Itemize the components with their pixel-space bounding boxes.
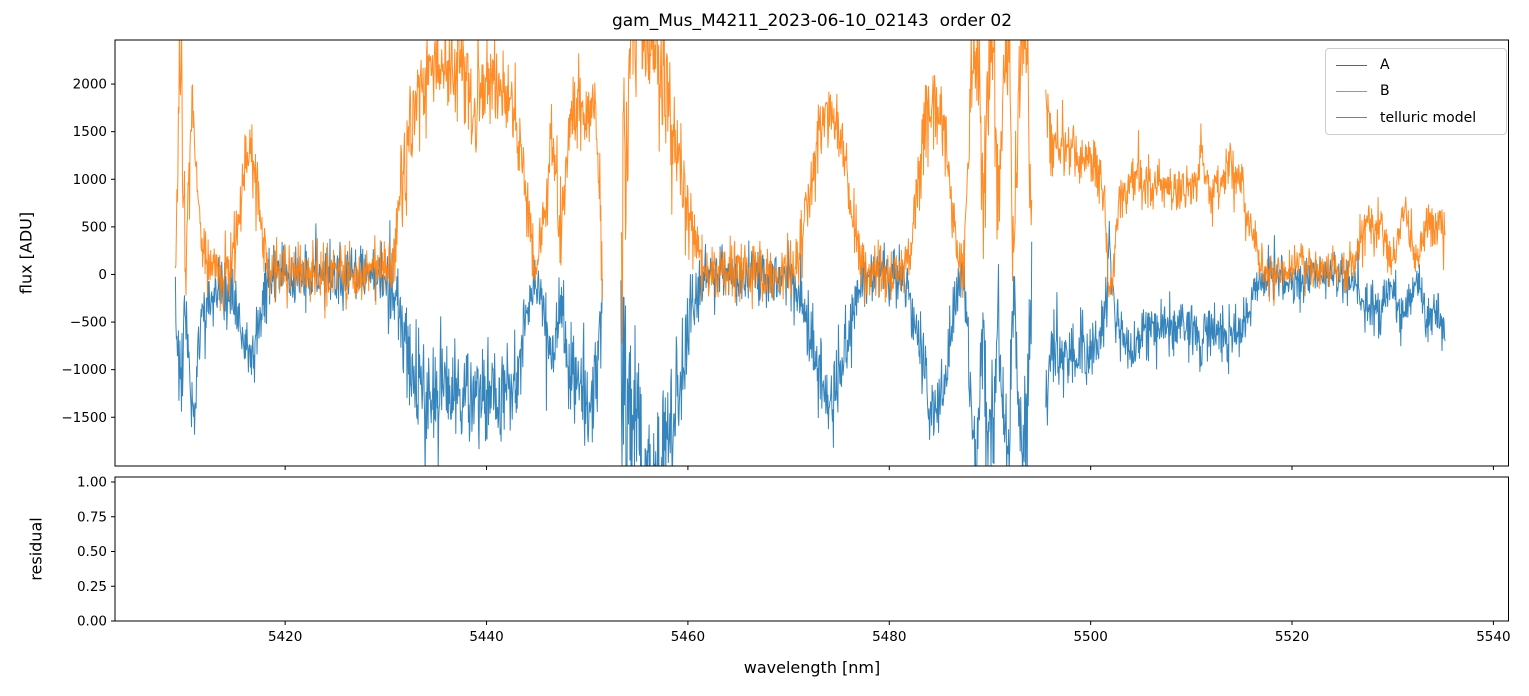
- series-B-path: [174, 40, 1446, 344]
- x-tick-label: 5500: [1073, 629, 1107, 645]
- residual-y-tick-label: 0.75: [77, 509, 107, 525]
- x-tick-label: 5540: [1476, 629, 1510, 645]
- flux-y-tick-label: 500: [81, 219, 107, 235]
- legend-entry-a: A: [1336, 58, 1496, 72]
- legend: A B telluric model: [1325, 48, 1507, 135]
- residual-axis-label: residual: [26, 517, 46, 581]
- flux-y-tick-label: 1000: [73, 172, 107, 188]
- residual-y-tick-label: 1.00: [77, 475, 107, 491]
- flux-y-tick-label: 2000: [73, 77, 107, 93]
- x-tick-label: 5480: [872, 629, 906, 645]
- x-tick-label: 5520: [1275, 629, 1309, 645]
- plot-title: gam_Mus_M4211_2023-06-10_02143 order 02: [611, 11, 1013, 31]
- flux-y-tick-label: 1500: [73, 124, 107, 140]
- flux-y-tick-label: −1500: [61, 410, 107, 426]
- residual-panel: [114, 476, 1509, 622]
- flux-axis-label: flux [ADU]: [16, 211, 36, 295]
- legend-line-b-icon: [1336, 90, 1367, 92]
- flux-panel: [114, 39, 1509, 467]
- legend-entry-telluric: telluric model: [1336, 111, 1496, 125]
- x-axis-label: wavelength [nm]: [743, 658, 881, 677]
- legend-label-telluric: telluric model: [1380, 109, 1477, 126]
- flux-y-tick-label: 0: [98, 267, 107, 283]
- legend-line-telluric-icon: [1336, 117, 1367, 119]
- residual-y-tick-label: 0.50: [77, 544, 107, 560]
- legend-entry-b: B: [1336, 84, 1496, 98]
- flux-series: [174, 40, 1446, 466]
- legend-line-a-icon: [1336, 64, 1367, 66]
- axis-ticks: 5420 5440 5460 5480 5500 5520 5540 2000 1500 1000…: [61, 77, 1510, 645]
- flux-y-tick-label: −500: [70, 315, 107, 331]
- residual-y-tick-label: 0.00: [77, 614, 107, 630]
- x-tick-label: 5440: [469, 629, 503, 645]
- legend-label-b: B: [1380, 83, 1390, 100]
- residual-y-tick-label: 0.25: [77, 579, 107, 595]
- flux-y-tick-label: −1000: [61, 362, 107, 378]
- legend-label-a: A: [1380, 57, 1390, 74]
- x-tick-label: 5420: [268, 629, 302, 645]
- x-tick-label: 5460: [671, 629, 705, 645]
